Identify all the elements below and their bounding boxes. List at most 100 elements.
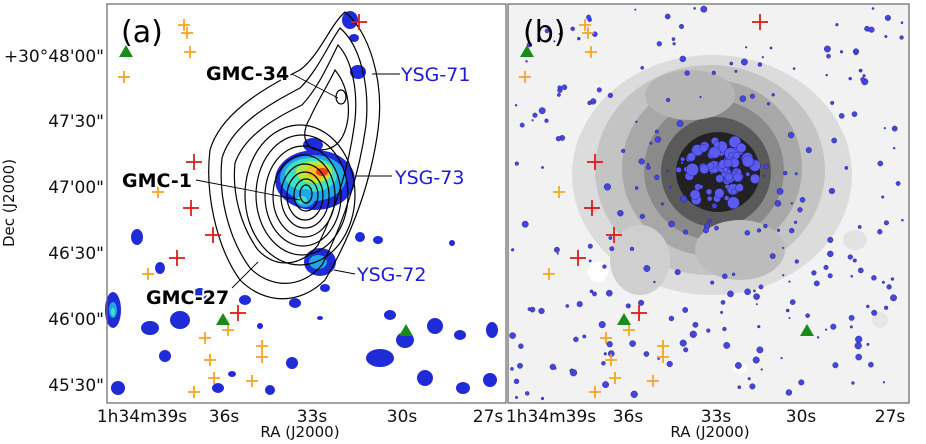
star-marker (769, 253, 776, 260)
star-marker (692, 321, 699, 328)
star-marker (771, 93, 775, 97)
star-marker (713, 141, 721, 149)
x-tick-label: 30s (387, 407, 418, 427)
cross-marker (186, 154, 202, 170)
star-marker (601, 361, 606, 366)
panel-b (508, 4, 909, 403)
cross-marker (204, 354, 216, 366)
star-marker (877, 229, 883, 235)
star-marker (852, 258, 857, 263)
star-marker (760, 368, 763, 371)
star-marker (509, 332, 516, 339)
star-marker (629, 340, 636, 347)
star-marker (703, 227, 709, 234)
star-marker (515, 395, 519, 399)
star-marker (783, 170, 788, 176)
star-marker (890, 294, 897, 302)
star-marker (805, 147, 812, 154)
star-marker (598, 321, 606, 329)
cross-marker (256, 351, 268, 363)
star-marker (553, 40, 556, 43)
star-marker (730, 188, 737, 195)
star-marker (899, 35, 904, 40)
star-marker (799, 196, 806, 203)
star-marker (858, 267, 864, 274)
star-marker (606, 341, 613, 348)
star-marker (643, 265, 651, 272)
star-marker (757, 325, 761, 329)
star-marker (680, 195, 688, 203)
star-marker (554, 246, 560, 253)
star-marker (544, 118, 549, 123)
star-marker (660, 202, 664, 206)
star-marker (723, 341, 731, 349)
star-marker (699, 164, 710, 174)
star-marker (689, 189, 701, 200)
triangle-marker (216, 313, 230, 325)
star-marker (676, 120, 684, 128)
star-marker (752, 356, 760, 364)
cross-marker (184, 46, 196, 58)
star-marker (686, 152, 696, 162)
star-marker (592, 291, 597, 297)
cross-marker (582, 27, 594, 39)
star-marker (785, 389, 793, 396)
star-marker (742, 155, 754, 168)
x-axis-title-a: RA (J2000) (260, 423, 339, 440)
cross-marker (609, 372, 621, 384)
star-marker (710, 280, 715, 285)
star-marker (577, 36, 581, 41)
star-marker (753, 293, 760, 300)
panel-a-frame (106, 3, 507, 404)
emission-blobs (105, 11, 498, 395)
star-marker (882, 381, 885, 384)
star-marker (519, 122, 525, 128)
cross-marker (657, 340, 669, 352)
star-marker (722, 273, 728, 279)
triangle-marker (399, 324, 413, 336)
star-marker (883, 305, 889, 310)
cross-marker (605, 354, 617, 366)
cross-marker (657, 351, 669, 363)
star-marker (724, 184, 730, 190)
star-marker (679, 55, 686, 63)
star-marker (835, 23, 839, 27)
star-marker (607, 92, 614, 99)
star-marker (805, 313, 810, 318)
y-tick-label: 47'30" (48, 112, 104, 132)
central-emission (109, 138, 355, 318)
star-marker (868, 361, 874, 368)
star-marker (733, 167, 739, 173)
star-marker (664, 13, 671, 20)
star-marker (827, 273, 833, 279)
ysg-72-label: YSG-72 (356, 264, 426, 286)
star-marker (665, 97, 671, 103)
star-marker (711, 70, 716, 75)
star-marker (638, 158, 645, 165)
star-marker (629, 246, 635, 251)
star-marker (668, 220, 675, 228)
star-marker (527, 307, 532, 311)
star-marker (813, 280, 820, 287)
x-tick-label: 33s (701, 407, 732, 427)
star-marker (518, 343, 524, 349)
triangle-marker (617, 313, 631, 325)
star-marker (749, 383, 756, 390)
star-marker (666, 360, 673, 368)
star-marker (698, 206, 701, 209)
star-marker (851, 381, 855, 385)
star-marker (538, 107, 546, 115)
cross-marker (519, 71, 531, 83)
star-marker (603, 352, 607, 356)
star-marker (679, 24, 685, 30)
cross-marker (752, 14, 768, 30)
star-marker (884, 14, 891, 21)
star-marker (672, 42, 676, 46)
star-marker (848, 76, 852, 81)
star-marker (884, 35, 888, 39)
star-marker (714, 225, 719, 231)
star-marker (671, 37, 676, 41)
x-axis-title-b: RA (J2000) (670, 423, 749, 440)
star-marker (849, 325, 853, 329)
